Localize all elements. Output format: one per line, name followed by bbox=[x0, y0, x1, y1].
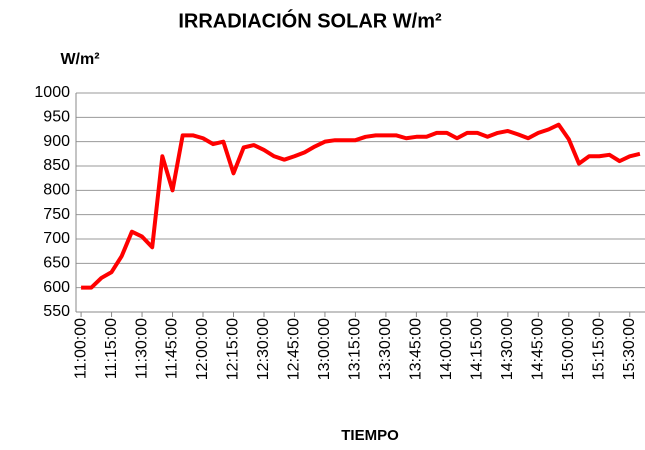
x-tick-label: 15:15:00 bbox=[590, 318, 607, 380]
x-tick-label: 11:30:00 bbox=[133, 318, 150, 379]
x-tick-label: 12:30:00 bbox=[255, 318, 272, 380]
x-tick-label: 15:00:00 bbox=[560, 318, 577, 380]
x-tick-label: 11:00:00 bbox=[72, 318, 89, 379]
x-tick-label: 12:45:00 bbox=[286, 318, 303, 380]
y-tick-label: 650 bbox=[43, 255, 70, 272]
x-axis-label: TIEMPO bbox=[341, 427, 399, 444]
x-tick-label: 13:30:00 bbox=[377, 318, 394, 380]
x-tick-label: 14:15:00 bbox=[469, 318, 486, 380]
x-tick-label: 12:00:00 bbox=[194, 318, 211, 380]
y-tick-label: 950 bbox=[43, 109, 70, 126]
x-tick-label: 13:00:00 bbox=[316, 318, 333, 380]
x-tick-label: 11:45:00 bbox=[164, 318, 181, 379]
chart-title: IRRADIACIÓN SOLAR W/m² bbox=[178, 8, 442, 32]
y-tick-label: 600 bbox=[43, 279, 70, 296]
x-tick-label: 14:30:00 bbox=[499, 318, 516, 380]
y-tick-label: 550 bbox=[43, 303, 70, 320]
x-tick-label: 13:15:00 bbox=[347, 318, 364, 380]
y-axis-label: W/m² bbox=[60, 51, 99, 68]
x-tick-label: 13:45:00 bbox=[408, 318, 425, 380]
y-tick-label: 700 bbox=[43, 230, 70, 247]
y-tick-label: 1000 bbox=[34, 84, 70, 101]
x-tick-label: 12:15:00 bbox=[225, 318, 242, 380]
y-tick-label: 750 bbox=[43, 206, 70, 223]
y-tick-label: 800 bbox=[43, 182, 70, 199]
data-line bbox=[81, 122, 641, 290]
x-tick-label: 15:30:00 bbox=[621, 318, 638, 380]
y-tick-label: 850 bbox=[43, 157, 70, 174]
x-tick-label: 11:15:00 bbox=[103, 318, 120, 379]
x-tick-label: 14:00:00 bbox=[438, 318, 455, 380]
y-tick-label: 900 bbox=[43, 133, 70, 150]
x-tick-label: 14:45:00 bbox=[530, 318, 547, 380]
